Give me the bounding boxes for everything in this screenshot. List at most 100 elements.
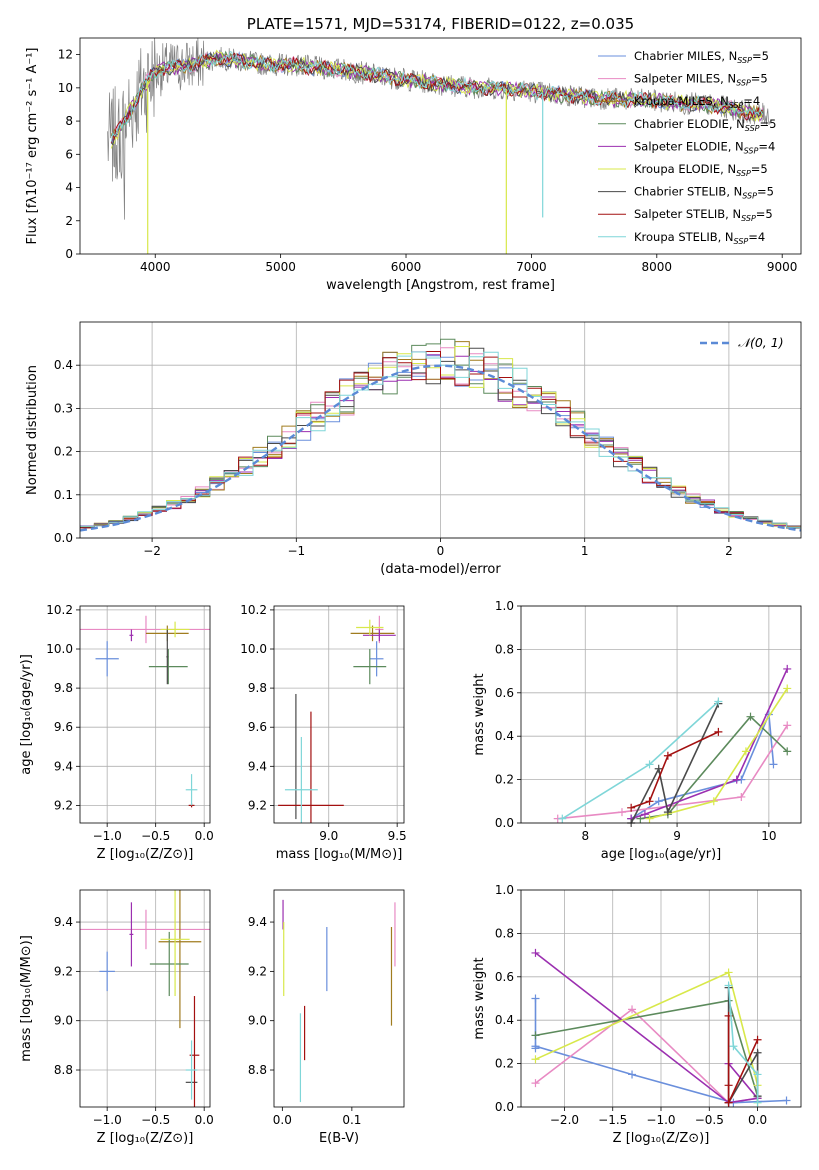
y-tick-label: 0.0 <box>495 816 514 830</box>
legend-n-subscript: SSP <box>736 169 751 178</box>
legend-n-symbol: , N <box>726 185 742 199</box>
x-tick-label: 0 <box>437 544 445 558</box>
legend-n-value: =5 <box>751 162 768 176</box>
normal-curve <box>80 364 801 532</box>
mass-weight-line <box>640 715 788 820</box>
mass-weight-marker <box>628 1005 637 1014</box>
legend-n-value: =5 <box>757 185 774 199</box>
legend-name: Kroupa MILES <box>634 94 713 108</box>
legend-n-subscript: SSP <box>742 192 757 201</box>
y-axis-label: mass weight <box>472 673 487 755</box>
axes-frame <box>79 889 211 1108</box>
legend-n-symbol: , N <box>728 139 744 153</box>
mass-weight-marker <box>709 797 718 806</box>
mass-weight-marker <box>746 712 755 721</box>
y-tick-label: 9.6 <box>54 720 73 734</box>
y-tick-label: 0.4 <box>54 358 73 372</box>
y-tick-label: 10.2 <box>46 603 73 617</box>
x-axis-label: (data-model)/error <box>380 562 501 577</box>
y-tick-label: 9.8 <box>54 681 73 695</box>
y-tick-label: 12 <box>58 48 73 62</box>
mass-weight-marker <box>782 1096 791 1105</box>
y-tick-label: 9.2 <box>54 798 73 812</box>
legend-n-value: =5 <box>752 49 769 63</box>
y-axis-label: Normed distribution <box>25 365 40 495</box>
axes-frame <box>79 605 211 824</box>
legend-name: Salpeter MILES <box>634 72 720 86</box>
axes-frame <box>273 605 405 824</box>
x-axis-label: Z [log₁₀(Z/Z⊙)] <box>613 1131 710 1146</box>
mass-weight-marker <box>628 1070 637 1079</box>
mass-weight-line <box>561 700 719 820</box>
y-axis-label: age [log₁₀(age/yr)] <box>19 654 34 775</box>
y-tick-label: 0.2 <box>495 773 514 787</box>
x-tick-label: 8 <box>581 829 589 843</box>
legend-n-symbol: , N <box>729 117 745 131</box>
x-tick-label: 9000 <box>767 260 798 274</box>
mass-weight-marker <box>729 1042 738 1051</box>
spectrum-model-line <box>110 51 764 142</box>
mass-weight-marker <box>714 697 723 706</box>
x-axis-label: age [log₁₀(age/yr)] <box>601 847 722 862</box>
x-tick-label: −0.5 <box>141 1113 170 1127</box>
mass-weight-marker <box>732 775 741 784</box>
mass-weight-marker <box>531 948 540 957</box>
mass-weight-marker <box>725 932 733 940</box>
legend-entry: Kroupa MILES, NSSP=4 <box>634 94 760 110</box>
legend-n-symbol: , N <box>713 94 729 108</box>
mass-weight-marker <box>663 808 672 817</box>
axes-frame <box>79 321 802 539</box>
spectrum-model-line <box>111 51 764 146</box>
mass-weight-marker <box>645 760 654 769</box>
x-tick-label: 2 <box>725 544 733 558</box>
legend-entry: Chabrier STELIB, NSSP=5 <box>634 185 774 201</box>
x-axis-label: Z [log₁₀(Z/Z⊙)] <box>97 847 194 862</box>
mass-weight-marker <box>714 727 723 736</box>
mass-weight-marker <box>627 803 636 812</box>
y-tick-label: 9.2 <box>248 798 267 812</box>
y-tick-label: 0.2 <box>54 445 73 459</box>
mass-weight-marker <box>531 1079 540 1088</box>
legend-n-value: =5 <box>760 117 777 131</box>
y-tick-label: 1.0 <box>495 599 514 613</box>
mass-weight-marker <box>753 1070 762 1079</box>
x-tick-label: 9.0 <box>319 829 338 843</box>
x-tick-label: 6000 <box>391 260 422 274</box>
mass-weight-marker <box>531 1042 540 1051</box>
x-tick-label: 7000 <box>516 260 547 274</box>
y-tick-label: 4 <box>65 181 73 195</box>
y-axis-label: mass [log₁₀(M/M⊙)] <box>19 935 34 1062</box>
mass-weight-marker <box>783 664 792 673</box>
mass-weight-marker <box>531 1031 540 1040</box>
axes-frame <box>79 37 802 255</box>
x-tick-label: −2.0 <box>550 1113 579 1127</box>
x-tick-label: 0.0 <box>195 1113 214 1127</box>
mass-weight-line <box>727 1015 759 1104</box>
legend-n-subscript: SSP <box>729 101 744 110</box>
legend-n-subscript: SSP <box>737 56 752 65</box>
y-tick-label: 9.0 <box>54 1014 73 1028</box>
x-axis-label: wavelength [Angstrom, rest frame] <box>326 278 555 293</box>
x-tick-label: −1.5 <box>598 1113 627 1127</box>
mass-weight-marker <box>724 968 733 977</box>
x-tick-label: 9.5 <box>388 829 407 843</box>
x-tick-label: 10 <box>761 829 776 843</box>
y-tick-label: 9.8 <box>248 681 267 695</box>
legend-entry: Salpeter MILES, NSSP=5 <box>634 72 768 88</box>
legend-entry: Chabrier MILES, NSSP=5 <box>634 49 769 65</box>
y-tick-label: 0.1 <box>54 488 73 502</box>
legend-name: Chabrier MILES <box>634 49 721 63</box>
legend-n-value: =5 <box>756 207 773 221</box>
legend-name: Chabrier STELIB <box>634 185 726 199</box>
x-tick-label: 0.0 <box>195 829 214 843</box>
legend-n-value: =4 <box>748 230 765 244</box>
x-tick-label: 0.1 <box>342 1113 361 1127</box>
mass-weight-marker <box>531 1055 540 1064</box>
legend-n-symbol: , N <box>725 207 741 221</box>
y-tick-label: 0.3 <box>54 401 73 415</box>
mass-weight-marker <box>753 1048 762 1057</box>
mass-weight-line <box>535 952 760 1104</box>
x-tick-label: −1.0 <box>93 829 122 843</box>
mass-weight-line <box>536 936 758 1107</box>
x-tick-label: −0.5 <box>141 829 170 843</box>
